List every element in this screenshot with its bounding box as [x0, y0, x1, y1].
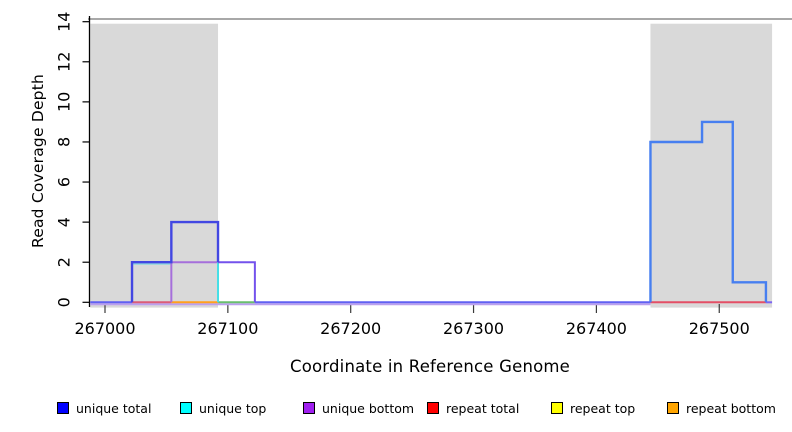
x-tick-label: 267100	[197, 319, 258, 338]
x-tick-label: 267200	[320, 319, 381, 338]
legend-label: unique top	[199, 400, 267, 416]
y-tick-label: 2	[55, 257, 74, 267]
legend-item-repeat-total: repeat total	[427, 398, 519, 418]
legend-swatch-icon	[551, 402, 563, 414]
legend-item-unique-top: unique top	[180, 398, 266, 418]
legend-swatch-icon	[427, 402, 439, 414]
legend: unique total unique top unique bottom repea…	[0, 398, 792, 422]
legend-item-repeat-top: repeat top	[551, 398, 635, 418]
y-tick-label: 0	[55, 297, 74, 307]
series-segment-unique-total-left-steps	[130, 220, 220, 303]
y-tick-label: 8	[55, 137, 74, 147]
legend-label: repeat total	[446, 400, 520, 416]
x-tick-label: 267000	[74, 319, 135, 338]
series-segment-unique-total-right-of-peak	[218, 261, 256, 303]
y-tick-label: 12	[55, 52, 74, 72]
series-segment-unique-total-right-steps	[649, 120, 768, 303]
right-repeat-region	[650, 23, 773, 308]
legend-item-unique-bottom: unique bottom	[303, 398, 414, 418]
y-tick-label: 6	[55, 177, 74, 187]
legend-swatch-icon	[180, 402, 192, 414]
x-tick-label: 267300	[443, 319, 504, 338]
x-axis-label: Coordinate in Reference Genome	[289, 357, 571, 376]
y-tick-label: 4	[55, 217, 74, 227]
legend-swatch-icon	[667, 402, 679, 414]
legend-label: repeat top	[570, 400, 636, 416]
y-axis-label: Read Coverage Depth	[29, 73, 47, 249]
y-tick-label: 14	[55, 12, 74, 32]
legend-label: unique bottom	[322, 400, 415, 416]
x-tick-label: 267400	[566, 319, 627, 338]
x-tick-label: 267500	[689, 319, 750, 338]
left-repeat-region	[90, 23, 219, 308]
legend-item-repeat-bottom: repeat bottom	[667, 398, 776, 418]
legend-label: repeat bottom	[686, 400, 776, 416]
y-tick-label: 10	[55, 92, 74, 112]
legend-swatch-icon	[303, 402, 315, 414]
legend-item-unique-total: unique total	[57, 398, 151, 418]
legend-swatch-icon	[57, 402, 69, 414]
legend-label: unique total	[76, 400, 152, 416]
